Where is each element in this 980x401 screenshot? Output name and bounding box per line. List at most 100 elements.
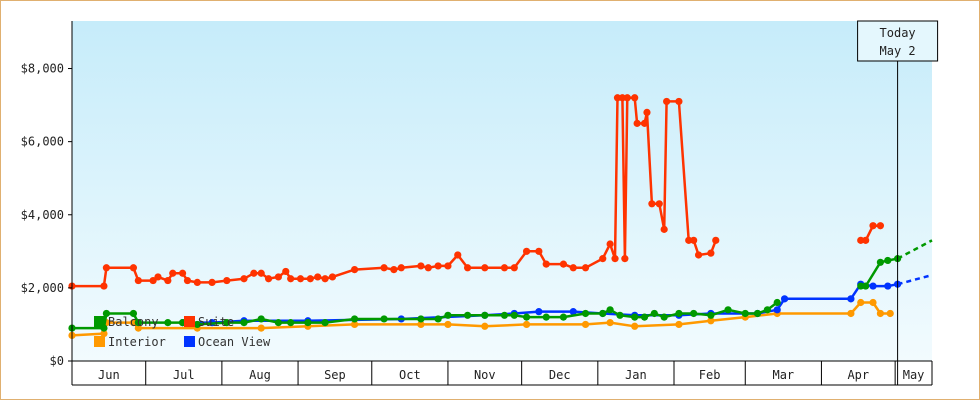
data-point-suite [876, 222, 885, 230]
data-point-balcony [675, 309, 683, 318]
data-point-suite [306, 275, 314, 283]
data-point-suite [621, 255, 629, 263]
data-point-suite [454, 251, 462, 259]
data-point-balcony [444, 311, 452, 319]
month-label: May [903, 368, 925, 382]
data-point-interior [857, 298, 865, 307]
axes: $0 $2,000 $4,000 $6,000 $8,000 Jun Jul Aug Sep Oc… [21, 21, 933, 386]
data-point-interior [522, 320, 531, 329]
data-point-suite [434, 262, 442, 270]
data-point-suite [193, 278, 201, 286]
data-point-suite [129, 264, 138, 272]
data-point-suite [648, 200, 656, 208]
data-point-suite [134, 276, 142, 285]
data-point-balcony [773, 298, 781, 307]
data-point-balcony [129, 309, 138, 318]
data-point-suite [464, 264, 472, 272]
data-point-balcony [481, 311, 489, 319]
data-point-ocean-view [869, 282, 877, 290]
data-point-ocean-view [847, 295, 855, 303]
y-tick-label: $0 [50, 354, 64, 368]
data-point-balcony [616, 311, 624, 319]
month-label: Jan [625, 368, 647, 382]
data-point-interior [350, 320, 359, 329]
data-point-suite [257, 269, 265, 277]
projection-line-ocean-view [897, 273, 933, 286]
data-point-suite [675, 97, 683, 106]
data-point-balcony [464, 311, 472, 319]
month-label: Oct [399, 368, 421, 382]
data-point-suite [223, 276, 231, 285]
data-point-balcony [862, 282, 870, 290]
data-point-interior [100, 329, 108, 338]
data-point-suite [510, 264, 518, 272]
data-point-balcony [606, 306, 614, 314]
data-point-balcony [690, 309, 698, 318]
data-point-ocean-view [773, 306, 781, 314]
data-point-suite [417, 262, 425, 270]
data-point-balcony [631, 313, 639, 321]
data-point-ocean-view [535, 308, 543, 316]
data-point-balcony [522, 313, 531, 321]
data-point-suite [599, 255, 607, 263]
data-point-suite [314, 273, 322, 281]
data-point-suite [240, 275, 248, 283]
data-point-suite [663, 97, 671, 106]
data-point-balcony [510, 311, 518, 319]
data-point-balcony [380, 315, 388, 323]
data-point-interior [869, 298, 877, 307]
legend-swatch-suite [184, 316, 195, 327]
data-point-suite [350, 266, 359, 274]
data-point-balcony [350, 315, 359, 323]
data-point-suite [390, 266, 398, 274]
legend-label-balcony: Balcony [108, 315, 159, 329]
today-box [857, 20, 939, 62]
data-point-interior [886, 309, 894, 318]
data-point-suite [380, 264, 388, 272]
data-point-suite [154, 273, 162, 281]
data-point-balcony [257, 315, 265, 323]
data-point-suite [690, 236, 698, 244]
data-point-suite [643, 108, 651, 116]
data-point-ocean-view [780, 295, 789, 303]
data-point-interior [675, 320, 683, 329]
today-label: Today [880, 26, 916, 40]
data-point-suite [424, 264, 432, 272]
data-point-suite [660, 225, 668, 233]
month-label: Nov [474, 368, 496, 382]
data-point-suite [707, 249, 715, 257]
data-point-balcony [640, 313, 649, 321]
data-point-balcony [287, 319, 295, 327]
data-point-suite [149, 276, 157, 285]
data-point-suite [623, 94, 631, 102]
data-point-suite [178, 269, 187, 277]
data-point-balcony [434, 315, 442, 323]
data-point-suite [581, 264, 590, 272]
data-point-interior [444, 320, 452, 329]
month-label: Feb [699, 368, 721, 382]
data-point-suite [640, 119, 649, 127]
data-point-suite [328, 273, 337, 281]
month-label: Apr [847, 368, 869, 382]
month-label: Jul [173, 368, 195, 382]
data-point-suite [611, 255, 619, 263]
data-point-interior [847, 309, 855, 318]
data-point-interior [134, 324, 142, 332]
data-point-suite [542, 260, 550, 268]
data-point-balcony [724, 306, 732, 314]
data-point-balcony [417, 315, 425, 323]
data-point-suite [606, 240, 614, 248]
data-point-suite [208, 278, 216, 286]
data-point-interior [876, 309, 885, 318]
data-point-interior [631, 322, 639, 330]
data-point-suite [444, 262, 452, 270]
projection-line-balcony [897, 239, 933, 260]
y-tick-label: $2,000 [21, 281, 64, 295]
data-point-balcony [304, 319, 312, 327]
data-point-balcony [707, 311, 715, 319]
data-point-suite [296, 275, 305, 283]
data-point-ocean-view [569, 308, 577, 316]
data-point-interior [257, 324, 265, 332]
